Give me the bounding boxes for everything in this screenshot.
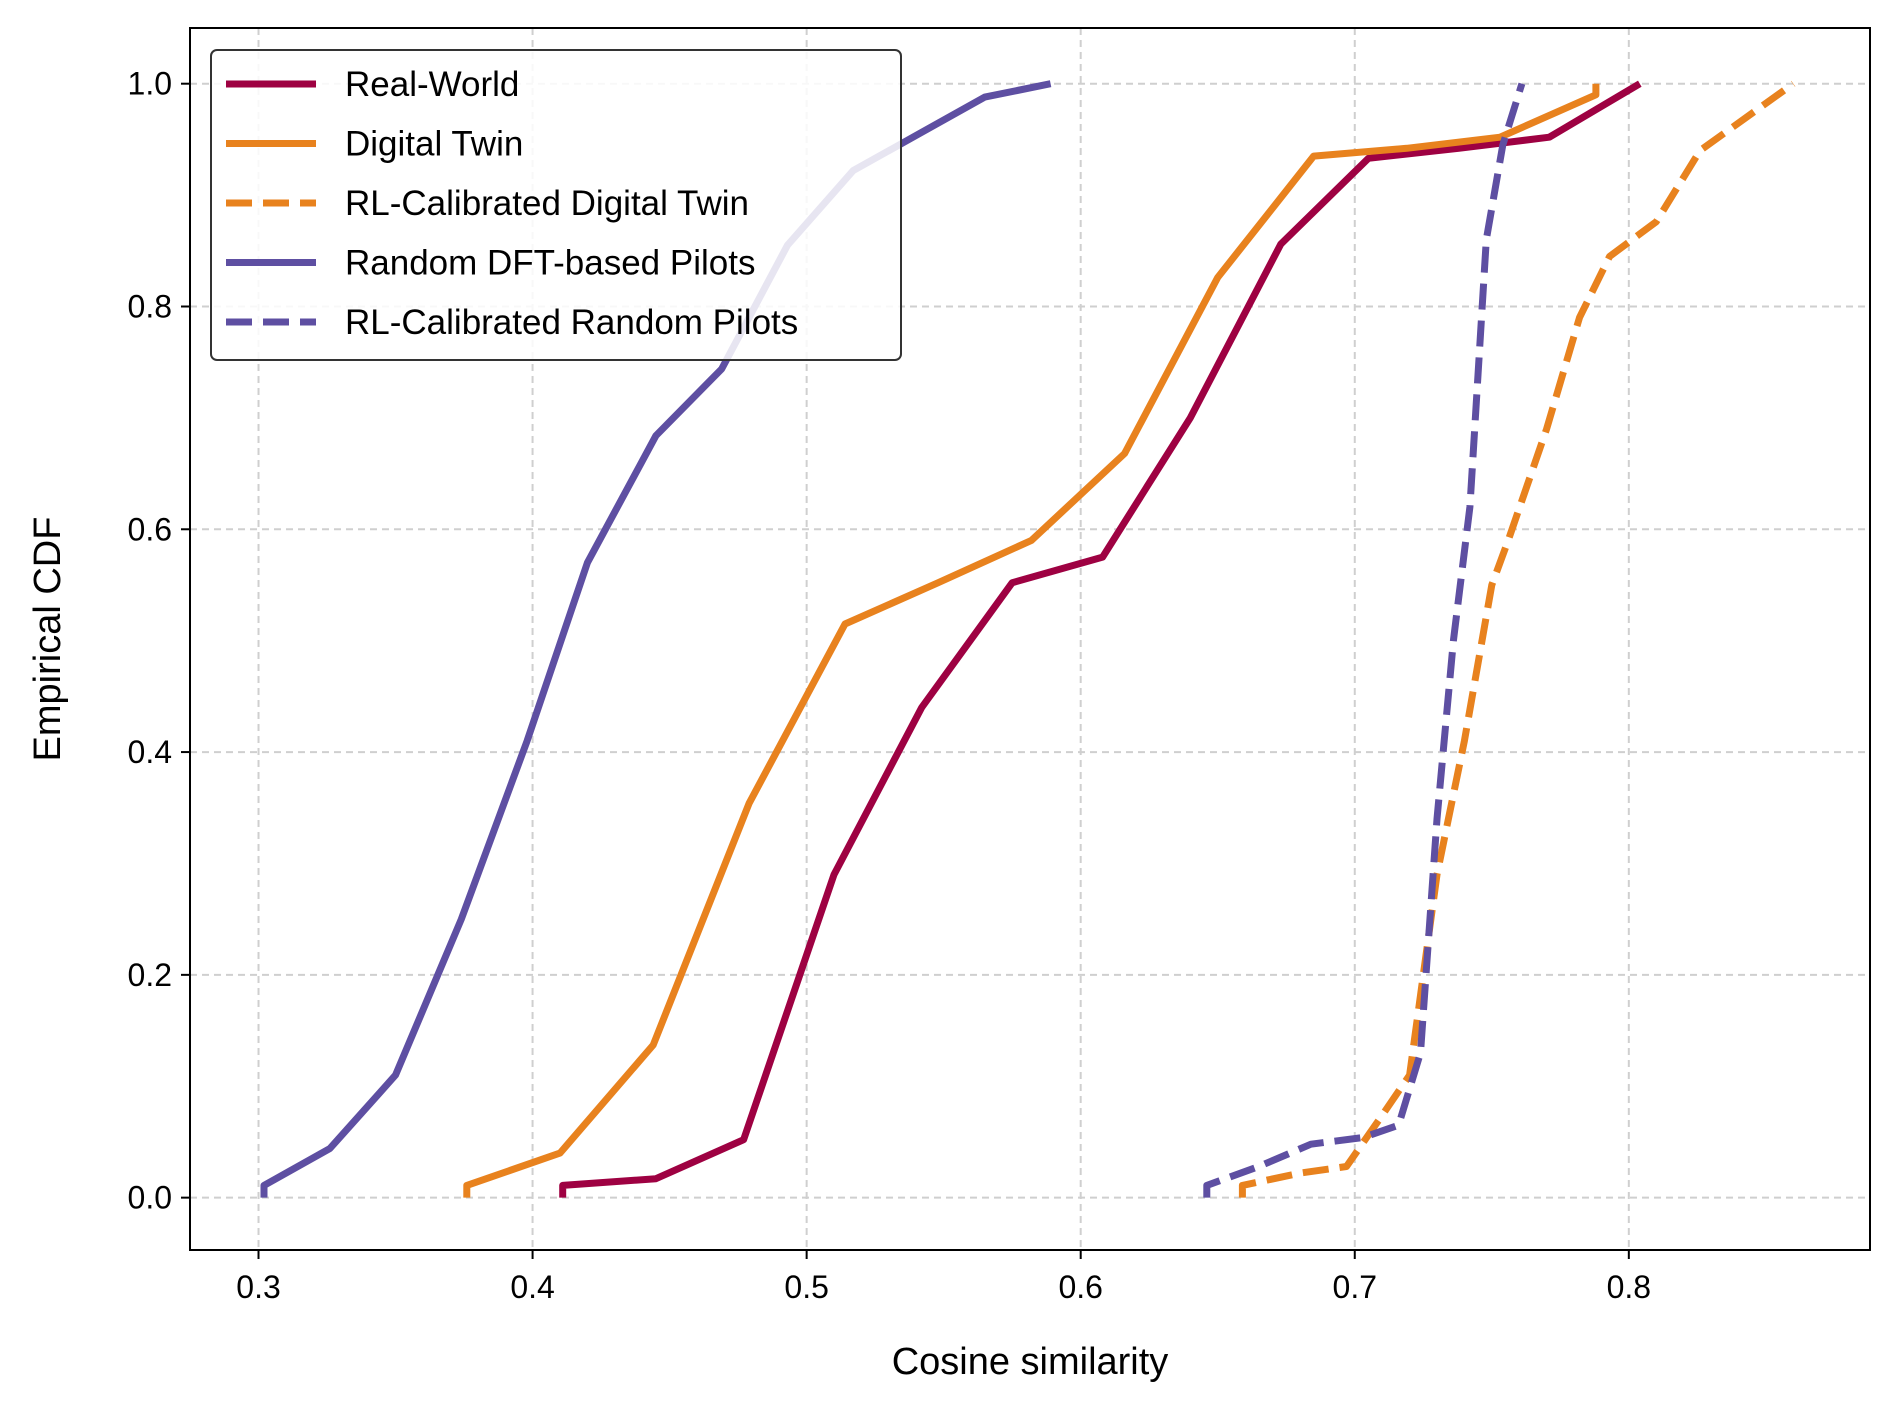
series-line-random-dft-based-pilots bbox=[260, 80, 1052, 1198]
series-line-digital-twin bbox=[463, 83, 1600, 1198]
x-tick-label: 0.7 bbox=[1333, 1269, 1377, 1305]
x-tick-label: 0.5 bbox=[784, 1269, 828, 1305]
axis-ticks: 0.3 0.4 0.5 0.6 0.7 0.8 0.0 0.2 0.4 0.6 0.8 1.0 bbox=[128, 66, 1652, 1305]
x-tick-label: 0.8 bbox=[1607, 1269, 1651, 1305]
y-tick-label: 0.2 bbox=[128, 957, 172, 993]
y-tick-label: 1.0 bbox=[128, 66, 172, 102]
legend-label-real-world: Real-World bbox=[345, 65, 519, 104]
y-tick-label: 0.0 bbox=[128, 1180, 172, 1216]
legend-box bbox=[210, 49, 902, 361]
legend: Real-World Digital Twin RL-Calibrated Digi… bbox=[210, 49, 902, 361]
x-axis-label: Cosine similarity bbox=[892, 1341, 1169, 1383]
x-tick-label: 0.6 bbox=[1058, 1269, 1102, 1305]
y-axis-label: Empirical CDF bbox=[27, 517, 69, 762]
y-tick-label: 0.8 bbox=[128, 288, 172, 324]
y-tick-label: 0.4 bbox=[128, 734, 172, 770]
y-tick-label: 0.6 bbox=[128, 511, 172, 547]
x-tick-label: 0.3 bbox=[236, 1269, 280, 1305]
series-line-real-world bbox=[559, 80, 1642, 1198]
plot-frame bbox=[189, 27, 1871, 1251]
data-series bbox=[260, 80, 1796, 1198]
legend-label-random-dft-based-pilots: Random DFT-based Pilots bbox=[345, 244, 755, 283]
legend-label-rl-calibrated-random-pilots: RL-Calibrated Random Pilots bbox=[345, 303, 798, 342]
legend-label-rl-calibrated-digital-twin: RL-Calibrated Digital Twin bbox=[345, 184, 749, 223]
x-tick-label: 0.4 bbox=[510, 1269, 554, 1305]
legend-label-digital-twin: Digital Twin bbox=[345, 125, 523, 164]
series-line-rl-calibrated-digital-twin bbox=[1238, 80, 1796, 1198]
